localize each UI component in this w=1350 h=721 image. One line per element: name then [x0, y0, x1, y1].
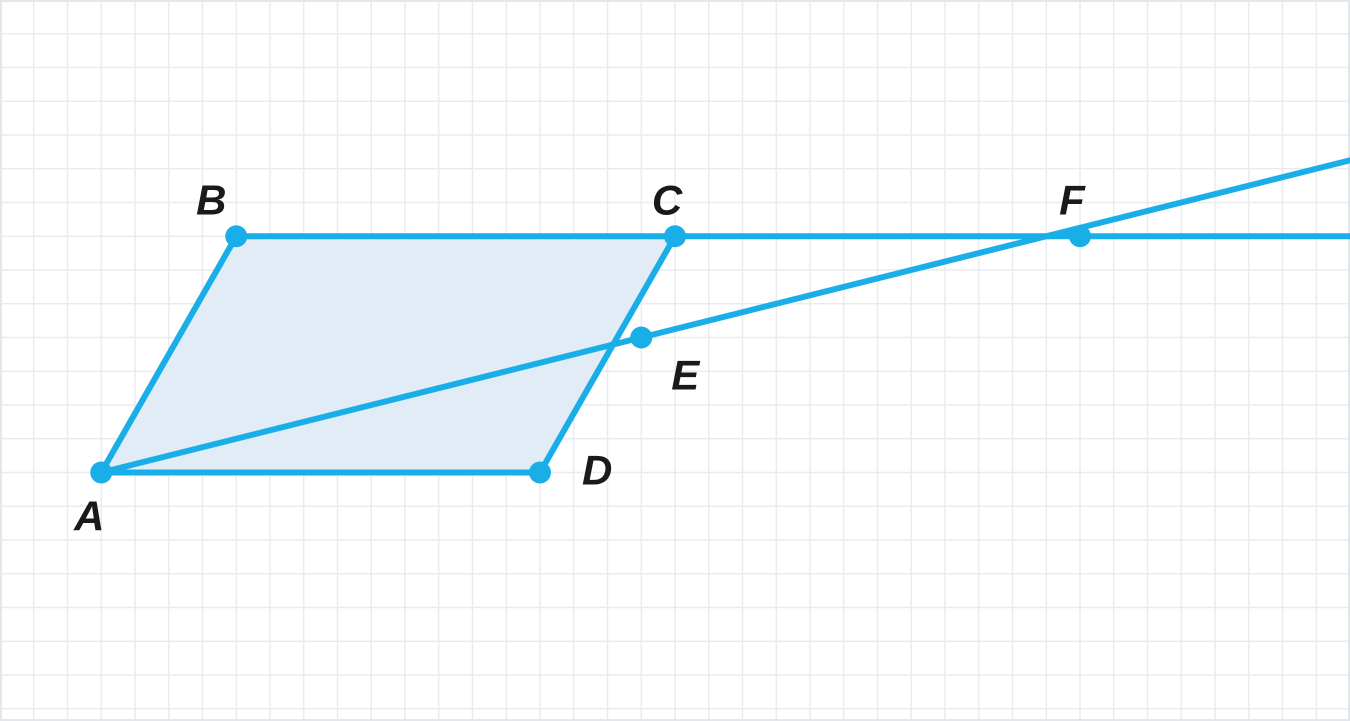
point-A [90, 462, 112, 484]
point-E [630, 327, 652, 349]
point-D [529, 462, 551, 484]
point-B [225, 225, 247, 247]
point-F [1069, 225, 1091, 247]
geometry-diagram: A B C D E F [0, 0, 1350, 721]
label-F: F [1059, 176, 1086, 223]
label-A: A [73, 493, 104, 540]
label-D: D [582, 447, 612, 494]
point-C [664, 225, 686, 247]
label-E: E [671, 352, 701, 399]
label-B: B [196, 176, 226, 223]
label-C: C [652, 176, 683, 223]
